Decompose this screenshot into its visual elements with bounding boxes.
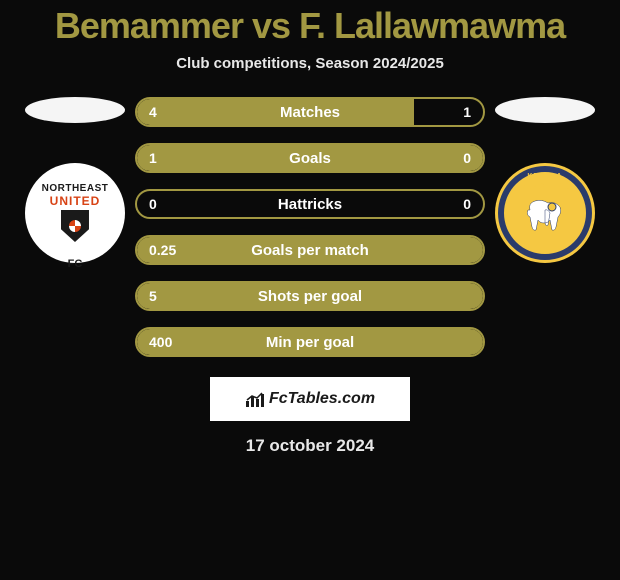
badge-right-line2: BLASTERS	[495, 182, 595, 191]
subtitle: Club competitions, Season 2024/2025	[0, 55, 620, 72]
badge-left-content: NORTHEAST UNITED FC	[42, 184, 109, 242]
stat-bar-hattricks: 0 Hattricks 0	[135, 189, 485, 219]
stat-left-value: 1	[149, 150, 157, 166]
stat-left-value: 0.25	[149, 242, 176, 258]
stat-left-value: 4	[149, 104, 157, 120]
footer-brand-text: FcTables.com	[269, 390, 375, 408]
badge-left-ball-icon	[69, 220, 81, 232]
stat-label: Shots per goal	[258, 288, 362, 305]
stat-left-value: 0	[149, 196, 157, 212]
stat-bar-goals: 1 Goals 0	[135, 143, 485, 173]
player-marker-right	[495, 97, 595, 123]
stat-label: Hattricks	[278, 196, 342, 213]
club-badge-left: NORTHEAST UNITED FC	[25, 163, 125, 263]
right-column: KERALA BLASTERS	[485, 97, 605, 263]
stat-label: Goals	[289, 150, 331, 167]
stat-left-value: 400	[149, 334, 172, 350]
stats-column: 4 Matches 1 1 Goals 0 0 Hattricks 0 0.25 Goals per…	[135, 97, 485, 357]
stat-label: Goals per match	[251, 242, 369, 259]
club-badge-right: KERALA BLASTERS	[495, 163, 595, 263]
left-column: NORTHEAST UNITED FC	[15, 97, 135, 263]
stat-right-value: 0	[463, 150, 471, 166]
stat-left-value: 5	[149, 288, 157, 304]
stat-bar-goals-per-match: 0.25 Goals per match	[135, 235, 485, 265]
stat-right-value: 1	[463, 104, 471, 120]
stat-bar-matches: 4 Matches 1	[135, 97, 485, 127]
badge-left-line2: UNITED	[42, 195, 109, 207]
stat-label: Matches	[280, 104, 340, 121]
stat-bar-min-per-goal: 400 Min per goal	[135, 327, 485, 357]
badge-left-line1: NORTHEAST	[42, 184, 109, 194]
badge-left-fc: FC	[68, 258, 83, 270]
stat-bar-shots-per-goal: 5 Shots per goal	[135, 281, 485, 311]
badge-left-shield	[61, 210, 89, 242]
chart-icon	[245, 391, 265, 407]
stat-label: Min per goal	[266, 334, 354, 351]
elephant-icon	[520, 195, 570, 235]
badge-right-line1: KERALA	[495, 173, 595, 180]
footer-brand-logo: FcTables.com	[210, 377, 410, 421]
date: 17 october 2024	[0, 436, 620, 456]
player-marker-left	[25, 97, 125, 123]
page-title: Bemammer vs F. Lallawmawma	[0, 0, 620, 47]
content-area: NORTHEAST UNITED FC 4 Matches 1 1 Goals 0 0 Hat…	[0, 97, 620, 357]
stat-fill	[137, 99, 414, 125]
stat-right-value: 0	[463, 196, 471, 212]
